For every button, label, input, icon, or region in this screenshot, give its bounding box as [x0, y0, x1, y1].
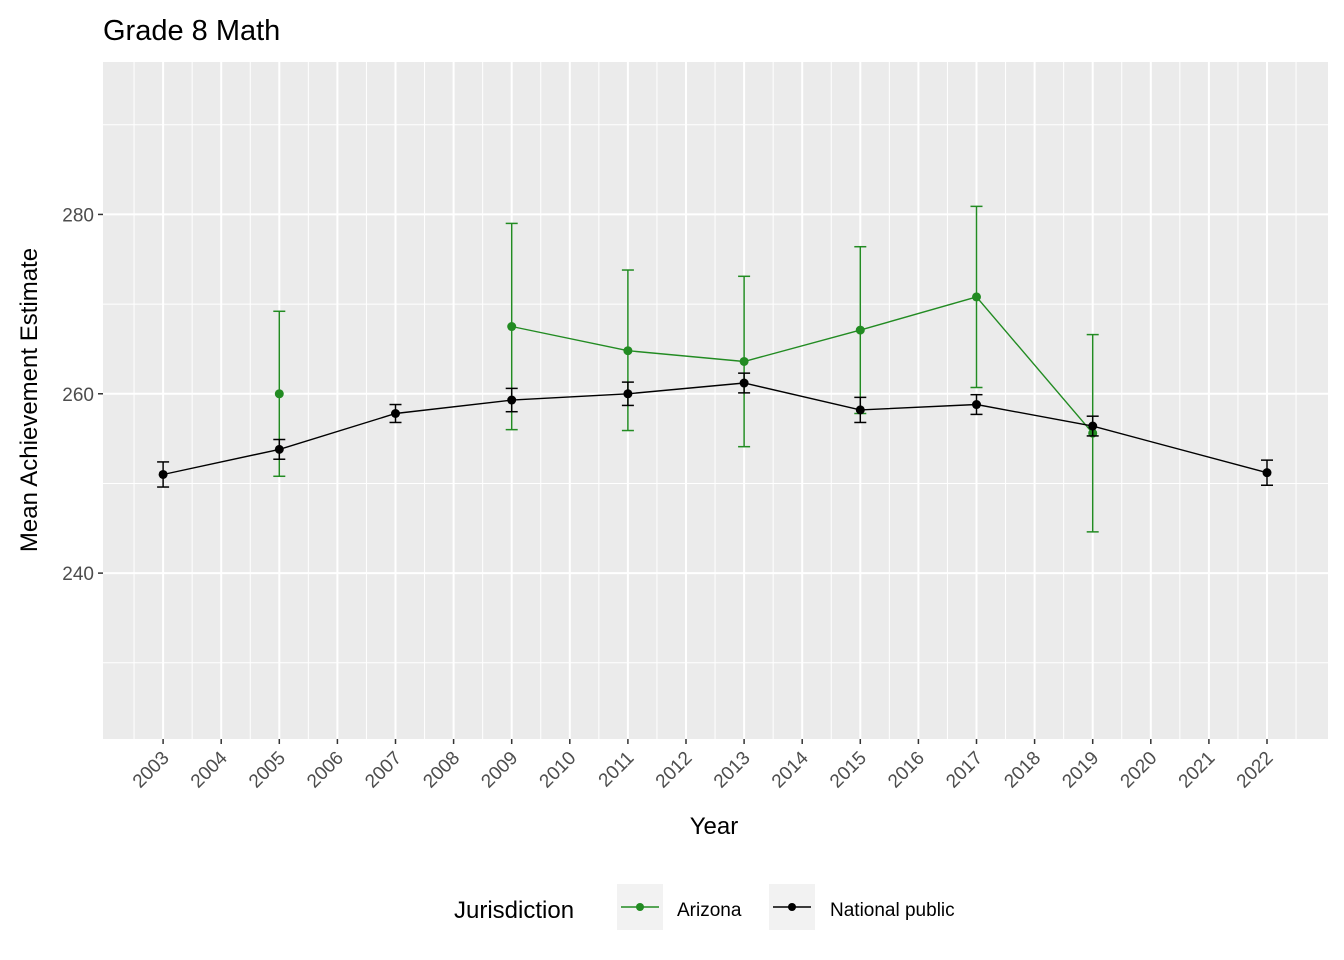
y-axis-title: Mean Achievement Estimate — [16, 248, 43, 552]
y-tick-labels: 240 260 280 — [62, 205, 94, 585]
data-point — [855, 325, 865, 335]
data-point — [855, 405, 865, 415]
chart-title: Grade 8 Math — [103, 15, 280, 47]
data-point — [623, 389, 633, 399]
data-point — [739, 356, 749, 366]
axis-ticks — [98, 213, 1268, 744]
x-axis-title: Year — [690, 813, 739, 840]
data-point — [1262, 468, 1272, 478]
y-tick-label: 260 — [62, 385, 94, 406]
data-point — [507, 322, 517, 332]
data-point — [507, 395, 517, 405]
minor-gridlines — [103, 62, 1328, 739]
data-point — [972, 292, 981, 302]
legend-label-national: National public — [830, 900, 955, 921]
y-tick-label: 240 — [62, 564, 94, 585]
data-point — [739, 378, 749, 388]
legend-key-national-point — [788, 903, 796, 911]
data-point — [274, 444, 284, 454]
data-point — [391, 409, 400, 419]
data-point — [158, 469, 168, 479]
legend-label-arizona: Arizona — [677, 900, 742, 921]
series-national-public — [157, 372, 1273, 488]
legend-key-arizona-point — [636, 903, 644, 911]
series-line — [511, 296, 1094, 434]
data-point — [274, 389, 284, 399]
data-point — [1088, 421, 1098, 431]
legend: Jurisdiction Arizona National public — [454, 884, 955, 930]
series-line — [162, 382, 1268, 476]
y-tick-label: 280 — [62, 205, 94, 226]
data-point — [623, 346, 633, 356]
data-point — [972, 400, 981, 410]
series-layer — [157, 205, 1273, 533]
legend-title: Jurisdiction — [454, 897, 574, 924]
